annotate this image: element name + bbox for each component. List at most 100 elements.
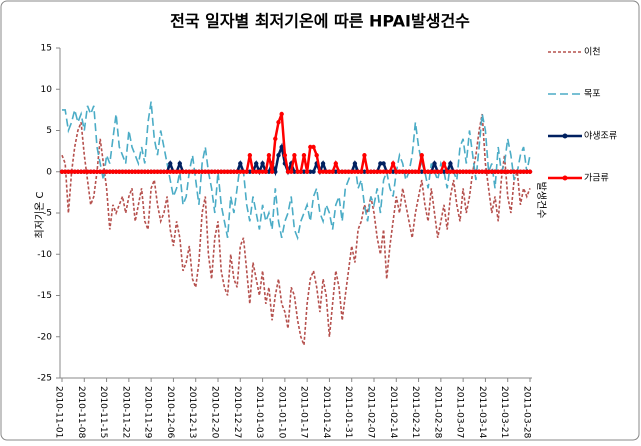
- x-tick-label: 2011-03-07: [455, 386, 465, 438]
- point: [390, 169, 396, 174]
- point: [301, 153, 307, 158]
- point: [492, 169, 498, 174]
- point: [320, 161, 326, 166]
- x-tick-label: 2011-01-10: [276, 386, 286, 439]
- x-tick-label: 2011-02-21: [410, 386, 420, 438]
- y-tick-label: -15: [37, 291, 52, 301]
- point: [273, 169, 278, 174]
- x-tick-label: 2010-11-29: [143, 386, 153, 439]
- point: [333, 169, 338, 174]
- point: [339, 169, 345, 174]
- x-tick-label: 2011-03-14: [477, 386, 487, 439]
- point: [486, 169, 491, 174]
- point: [168, 169, 173, 174]
- point: [521, 169, 526, 174]
- point: [308, 169, 313, 174]
- point: [311, 169, 316, 174]
- point: [196, 169, 202, 174]
- point: [158, 169, 163, 174]
- point: [117, 169, 122, 174]
- point: [454, 169, 459, 174]
- point: [448, 161, 453, 166]
- point: [457, 169, 463, 174]
- point: [518, 169, 523, 174]
- point: [429, 169, 434, 174]
- point: [254, 161, 259, 166]
- point: [190, 169, 195, 174]
- point: [381, 169, 386, 174]
- point: [187, 169, 192, 174]
- point: [378, 169, 383, 174]
- point: [145, 169, 151, 174]
- point: [448, 169, 453, 174]
- point: [445, 169, 450, 174]
- point: [473, 169, 479, 174]
- point: [317, 169, 323, 174]
- point: [362, 169, 367, 174]
- point: [276, 153, 281, 158]
- point: [113, 169, 119, 174]
- point: [152, 169, 157, 174]
- x-tick-label: 2010-12-13: [187, 386, 197, 438]
- point: [451, 169, 456, 174]
- point: [432, 161, 437, 166]
- point: [171, 169, 176, 174]
- point: [406, 169, 412, 174]
- point: [301, 169, 307, 174]
- y-tick-label: 10: [41, 85, 53, 95]
- chart-title: 전국 일자별 최저기온에 따른 HPAI발생건수: [170, 12, 470, 31]
- point: [527, 169, 533, 174]
- point: [524, 169, 530, 174]
- point: [467, 169, 472, 174]
- point: [403, 169, 409, 174]
- point: [324, 169, 329, 174]
- point: [82, 169, 87, 174]
- point: [298, 169, 303, 174]
- point: [352, 169, 358, 174]
- x-tick-label: 2010-12-27: [232, 386, 242, 438]
- point: [362, 153, 367, 158]
- point: [98, 169, 103, 174]
- point: [238, 161, 243, 166]
- point: [378, 161, 383, 166]
- point: [133, 169, 138, 174]
- x-tick-label: 2011-03-21: [499, 386, 509, 438]
- point: [397, 169, 402, 174]
- point: [269, 169, 275, 174]
- point: [292, 153, 297, 158]
- point: [78, 169, 84, 174]
- point: [285, 169, 291, 174]
- point: [266, 169, 272, 174]
- point: [295, 169, 300, 174]
- point: [218, 169, 224, 174]
- point: [59, 169, 65, 174]
- point: [400, 169, 405, 174]
- x-tick-label: 2011-01-03: [254, 386, 264, 438]
- point: [279, 144, 284, 150]
- legend-marker: [562, 175, 568, 181]
- point: [126, 169, 132, 174]
- point: [371, 169, 377, 174]
- x-tick-label: 2011-02-07: [366, 386, 376, 438]
- point: [279, 111, 284, 117]
- point: [228, 169, 233, 174]
- point: [241, 169, 246, 174]
- point: [88, 169, 93, 174]
- x-tick-label: 2011-02-14: [388, 386, 398, 439]
- point: [282, 153, 288, 158]
- point: [206, 169, 211, 174]
- point: [308, 144, 313, 150]
- point: [257, 169, 262, 174]
- legend-marker: [562, 133, 568, 139]
- point: [495, 169, 501, 174]
- point: [435, 169, 440, 174]
- point: [254, 169, 259, 174]
- point: [155, 169, 160, 174]
- point: [416, 169, 421, 174]
- series-line: [61, 113, 531, 346]
- x-tick-label: 2010-11-22: [120, 386, 130, 438]
- y-tick-label: 15: [41, 44, 52, 54]
- point: [394, 169, 399, 174]
- legend-label: 야생조류: [584, 131, 617, 142]
